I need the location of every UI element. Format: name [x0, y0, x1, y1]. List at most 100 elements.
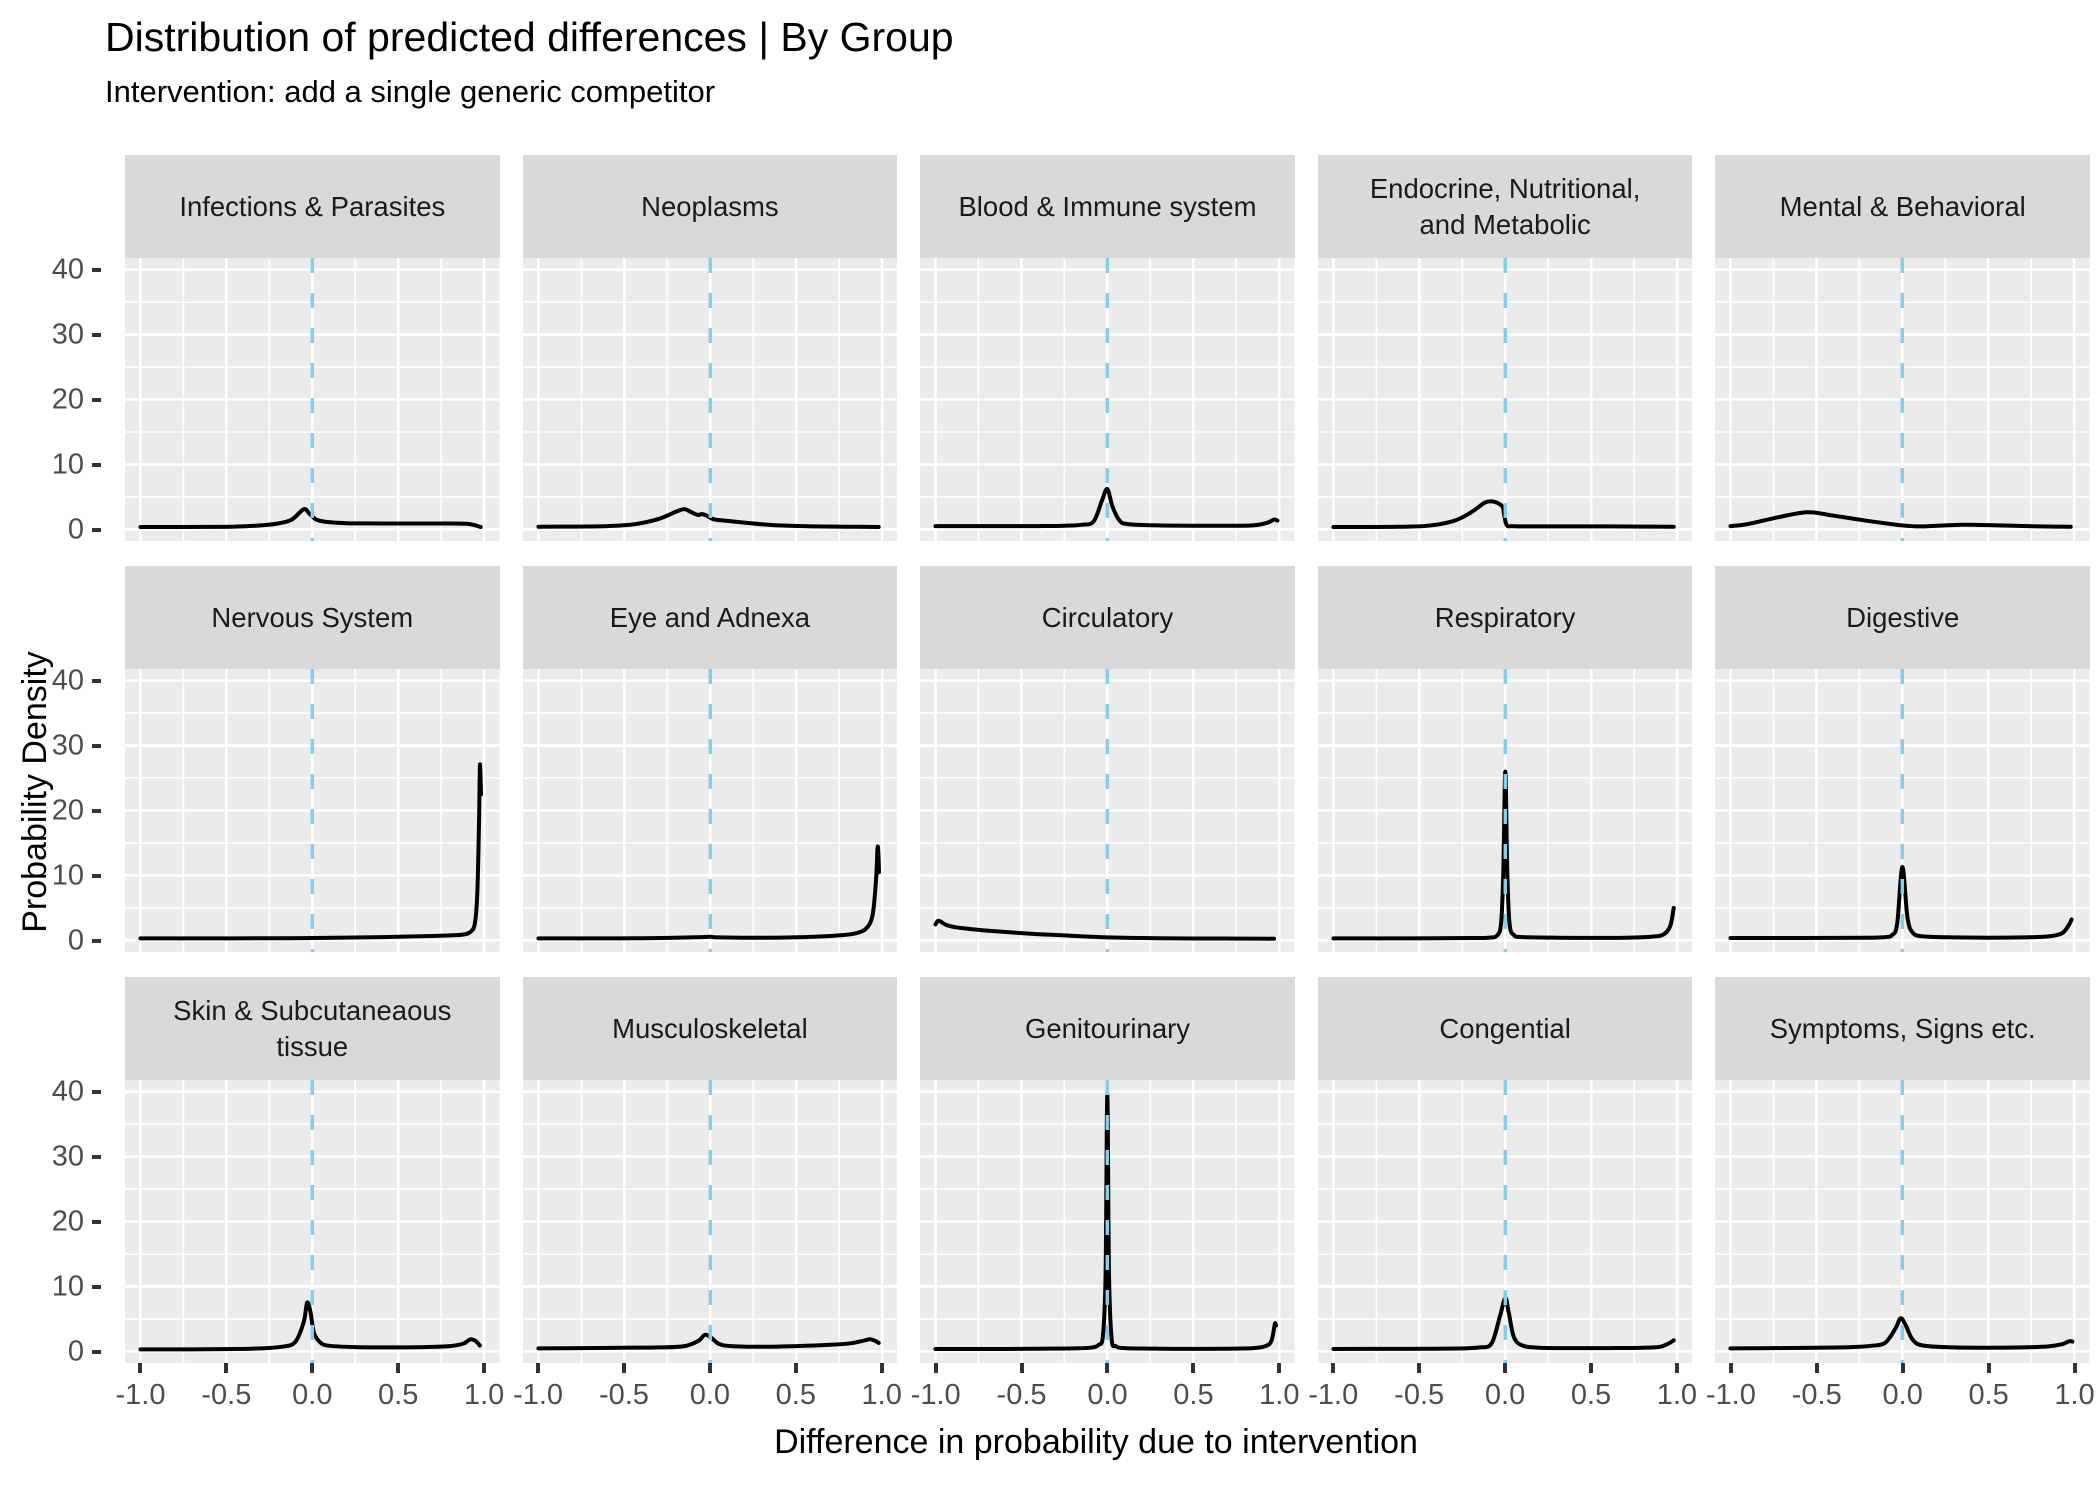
y-tick-label: 10 [51, 448, 84, 481]
x-tick-mark [138, 1363, 143, 1374]
facet-panel [125, 669, 500, 953]
y-tick-label: 0 [67, 1335, 84, 1368]
x-tick-label: 0.0 [689, 1379, 731, 1412]
y-tick-label: 40 [51, 1075, 84, 1108]
x-tick-mark [1728, 1363, 1733, 1374]
x-tick-label: -0.5 [996, 1379, 1047, 1412]
facet-cell: Nervous System [125, 566, 500, 953]
facet-cell: Respiratory [1317, 566, 1693, 953]
x-tick-label: -1.0 [910, 1379, 961, 1412]
x-tick-mark [707, 1363, 712, 1374]
x-axis-spacer [10, 1363, 102, 1419]
density-panel [125, 669, 500, 953]
facet-panel [920, 1080, 1295, 1364]
x-axis-title: Difference in probability due to interve… [774, 1423, 1418, 1462]
facet-panel [1317, 669, 1693, 953]
x-tick-label: 0.0 [1882, 1379, 1923, 1412]
facet-cell: Mental & Behavioral [1715, 155, 2090, 542]
facet-strip-label: Mental & Behavioral [1715, 155, 2090, 259]
y-tick-label: 30 [51, 729, 84, 762]
x-tick-mark [1277, 1363, 1282, 1374]
facet-panel [125, 258, 500, 542]
x-tick-mark [621, 1363, 626, 1374]
density-panel [125, 1080, 500, 1364]
y-tick-mark [92, 808, 101, 813]
y-tick-label: 20 [51, 1205, 84, 1238]
facet-strip-label: Respiratory [1317, 566, 1693, 670]
density-curve [536, 1332, 881, 1351]
x-tick-label: 0.5 [1570, 1379, 1612, 1412]
x-tick-label: 0.5 [775, 1379, 816, 1412]
density-curve [933, 487, 1280, 529]
facet-panel [1317, 1080, 1693, 1364]
density-panel [522, 258, 898, 542]
facet-panel [1317, 258, 1693, 542]
y-tick-mark [92, 527, 101, 532]
facet-strip-label: Eye and Adnexa [522, 566, 898, 670]
y-tick-label: 0 [67, 924, 84, 957]
x-tick-label: -0.5 [1791, 1379, 1842, 1412]
facet-cell: Endocrine, Nutritional, and Metabolic [1317, 155, 1693, 542]
facet-panel [522, 258, 898, 542]
facet-panel [522, 1080, 898, 1364]
x-tick-mark [536, 1363, 541, 1374]
x-tick-label: -1.0 [115, 1379, 166, 1412]
x-tick-mark [1986, 1363, 1991, 1374]
y-tick-label: 40 [51, 253, 84, 286]
y-axis-gutter: 0 10 20 30 40 [10, 977, 102, 1419]
x-tick-label: 1.0 [1259, 1379, 1300, 1412]
y-tick-mark [92, 267, 101, 272]
page-title: Distribution of predicted differences | … [105, 14, 954, 60]
y-tick-mark [92, 678, 101, 683]
facet-panel [1715, 669, 2090, 953]
facet-panel [920, 258, 1295, 542]
y-tick-label: 30 [51, 1140, 84, 1173]
facet-strip-label: Skin & Subcutaneaous tissue [125, 977, 500, 1081]
facet-strip-label: Blood & Immune system [920, 155, 1295, 259]
density-curve [536, 844, 881, 941]
density-panel [125, 258, 500, 542]
y-axis-gutter: 0 10 20 30 40 [10, 155, 102, 545]
facet-strip-label: Circulatory [920, 566, 1295, 670]
strip-spacer [10, 155, 102, 258]
facet-strip-label: Nervous System [125, 566, 500, 670]
x-tick-mark [1417, 1363, 1422, 1374]
x-tick-label: -1.0 [513, 1379, 564, 1412]
x-tick-mark [1674, 1363, 1679, 1374]
density-curve [536, 507, 881, 530]
x-tick-label: 1.0 [1656, 1379, 1698, 1412]
y-tick-label: 30 [51, 318, 84, 351]
strip-spacer [10, 566, 102, 669]
density-curve [1728, 865, 2074, 941]
x-tick-mark [1900, 1363, 1905, 1374]
facet-cell: Eye and Adnexa [522, 566, 898, 953]
density-panel [522, 1080, 898, 1364]
y-tick-mark [92, 1219, 101, 1224]
x-tick-mark [310, 1363, 315, 1374]
density-panel [1317, 258, 1693, 542]
x-tick-label: -0.5 [598, 1379, 649, 1412]
x-tick-label: 1.0 [2054, 1379, 2095, 1412]
x-axis: -1.0 -0.5 0.0 0.5 1.0 [115, 1363, 504, 1419]
x-tick-mark [1331, 1363, 1336, 1374]
chart-area: 0 10 20 30 40 Infections & Parasites Neoplasms… [10, 155, 2095, 1462]
y-axis: 0 10 20 30 40 [10, 1075, 102, 1367]
x-tick-mark [1019, 1363, 1024, 1374]
facet-strip-label: Symptoms, Signs etc. [1715, 977, 2090, 1081]
x-tick-label: -0.5 [1394, 1379, 1445, 1412]
facet-strip-label: Endocrine, Nutritional, and Metabolic [1317, 155, 1693, 259]
facet-cell: Musculoskeletal -1.0 -0.5 0.0 0.5 1.0 [513, 977, 902, 1419]
facet-strip-label: Congential [1317, 977, 1693, 1081]
density-curve [1728, 1316, 2075, 1351]
x-tick-mark [1589, 1363, 1594, 1374]
x-tick-mark [1105, 1363, 1110, 1374]
x-axis: -1.0 -0.5 0.0 0.5 1.0 [1706, 1363, 2095, 1419]
y-axis-gutter: 0 10 20 30 40 [10, 566, 102, 956]
facet-strip-label: Digestive [1715, 566, 2090, 670]
density-panel [1715, 669, 2090, 953]
x-tick-label: -1.0 [1308, 1379, 1359, 1412]
y-tick-mark [92, 1154, 101, 1159]
facet-cell: Congential -1.0 -0.5 0.0 0.5 1.0 [1308, 977, 1697, 1419]
x-tick-label: -1.0 [1705, 1379, 1756, 1412]
facet-panel [1715, 1080, 2090, 1364]
